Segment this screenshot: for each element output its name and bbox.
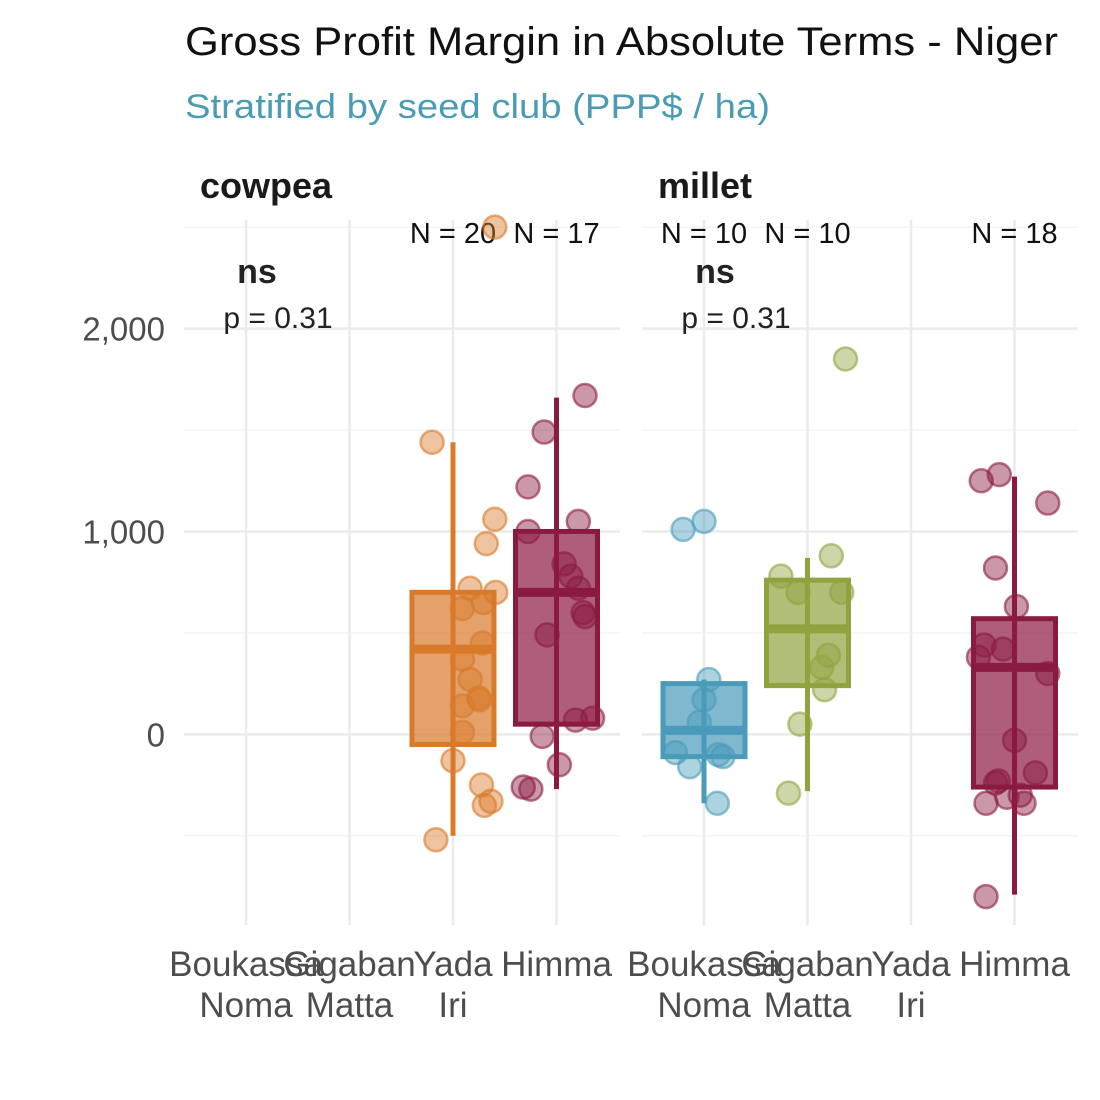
n-label: N = 20 — [410, 218, 496, 250]
data-point — [787, 711, 813, 737]
chart-subtitle: Stratified by seed club (PPP$ / ha) — [185, 88, 770, 126]
p-value-label: p = 0.31 — [681, 302, 790, 335]
data-point — [971, 632, 997, 658]
y-tick-label: 0 — [147, 716, 165, 753]
data-point — [768, 563, 794, 589]
data-point — [1007, 782, 1033, 808]
data-point — [990, 636, 1016, 662]
x-tick-label: Himma — [959, 945, 1070, 984]
panel-label: millet — [658, 165, 752, 206]
data-point — [515, 518, 541, 545]
x-tick-label: Noma — [657, 986, 751, 1025]
data-point — [677, 754, 703, 780]
data-point — [470, 589, 497, 616]
data-point — [982, 555, 1009, 581]
data-point — [419, 429, 445, 455]
data-point — [1003, 593, 1030, 620]
data-point — [710, 743, 736, 770]
data-point — [828, 579, 855, 606]
data-point — [965, 644, 992, 670]
data-point — [469, 630, 496, 656]
data-point — [565, 508, 592, 535]
data-point — [515, 474, 541, 500]
data-point — [473, 530, 499, 557]
panel-label: cowpea — [200, 165, 333, 206]
data-point — [565, 575, 592, 602]
data-point — [691, 687, 717, 713]
data-point — [449, 595, 476, 622]
panel-millet: millet ns p = 0.31 BoukassaNomaGigabanMatta… — [627, 165, 1078, 1025]
n-label: N = 18 — [971, 218, 1057, 250]
y-tick-label: 1,000 — [82, 513, 165, 550]
data-point — [579, 705, 606, 731]
data-point — [815, 642, 842, 668]
x-tick-label: Yada — [413, 945, 493, 984]
data-point — [686, 709, 712, 735]
data-point — [818, 543, 844, 569]
chart-title: Gross Profit Margin in Absolute Terms - … — [185, 20, 1058, 64]
n-label: N = 10 — [764, 218, 850, 250]
data-point — [811, 676, 838, 703]
data-point — [449, 693, 476, 719]
data-point — [551, 551, 577, 577]
data-point — [985, 768, 1012, 794]
x-tick-label: Gigaban — [283, 945, 415, 984]
data-point — [696, 666, 722, 693]
data-point — [546, 751, 573, 778]
x-tick-label: Boukassa — [169, 945, 323, 984]
data-point — [529, 723, 555, 750]
x-tick-label: Yada — [871, 945, 951, 984]
data-point — [572, 382, 598, 409]
data-point — [1035, 660, 1061, 687]
y-tick-label: 2,000 — [82, 311, 165, 348]
data-point — [785, 579, 811, 606]
data-point — [449, 719, 476, 746]
data-point — [986, 461, 1013, 488]
data-point — [973, 883, 999, 910]
data-point — [1035, 490, 1061, 516]
box — [409, 589, 497, 747]
x-tick-label: Matta — [306, 986, 394, 1025]
data-point — [482, 214, 508, 240]
data-point — [518, 776, 544, 802]
data-point — [534, 622, 560, 648]
data-point — [440, 747, 466, 774]
data-point — [704, 790, 731, 817]
data-point — [558, 563, 584, 589]
data-point — [691, 508, 717, 535]
data-point — [570, 599, 596, 626]
x-tick-label: Boukassa — [627, 945, 781, 984]
box — [660, 681, 748, 760]
n-label: N = 10 — [661, 218, 747, 250]
x-tick-label: Noma — [199, 986, 293, 1025]
data-point — [670, 516, 696, 543]
p-value-label: p = 0.31 — [223, 302, 332, 335]
data-point — [423, 827, 449, 853]
panel-cowpea: cowpea ns p = 0.31 BoukassaNomaGigabanMatta… — [169, 165, 620, 1025]
x-tick-label: Iri — [438, 986, 467, 1025]
data-point — [1022, 760, 1049, 786]
x-tick-label: Matta — [764, 986, 852, 1025]
data-point — [482, 506, 508, 533]
n-label: N = 17 — [513, 218, 599, 250]
data-point — [478, 788, 504, 815]
data-point — [1001, 727, 1028, 754]
data-point — [832, 346, 859, 372]
significance-label: ns — [695, 253, 735, 291]
x-tick-label: Himma — [501, 945, 612, 984]
x-tick-label: Iri — [896, 986, 925, 1025]
x-tick-label: Gigaban — [741, 945, 873, 984]
data-point — [775, 780, 802, 806]
significance-label: ns — [237, 253, 277, 291]
data-point — [809, 654, 835, 681]
data-point — [531, 419, 557, 445]
